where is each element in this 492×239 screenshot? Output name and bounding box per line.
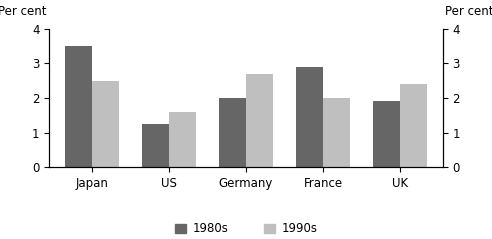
Bar (64, 46, 92, 167)
Bar (323, 98, 350, 167)
Legend: 1980s, 1990s: 1980s, 1990s (170, 217, 322, 239)
Bar (246, 74, 273, 167)
Text: Per cent: Per cent (0, 5, 47, 18)
Bar (142, 124, 169, 167)
Bar (400, 84, 428, 167)
Bar (296, 67, 323, 167)
Bar (169, 112, 196, 167)
Bar (92, 81, 119, 167)
Bar (373, 102, 400, 167)
Bar (219, 98, 246, 167)
Text: Per cent: Per cent (445, 5, 492, 18)
